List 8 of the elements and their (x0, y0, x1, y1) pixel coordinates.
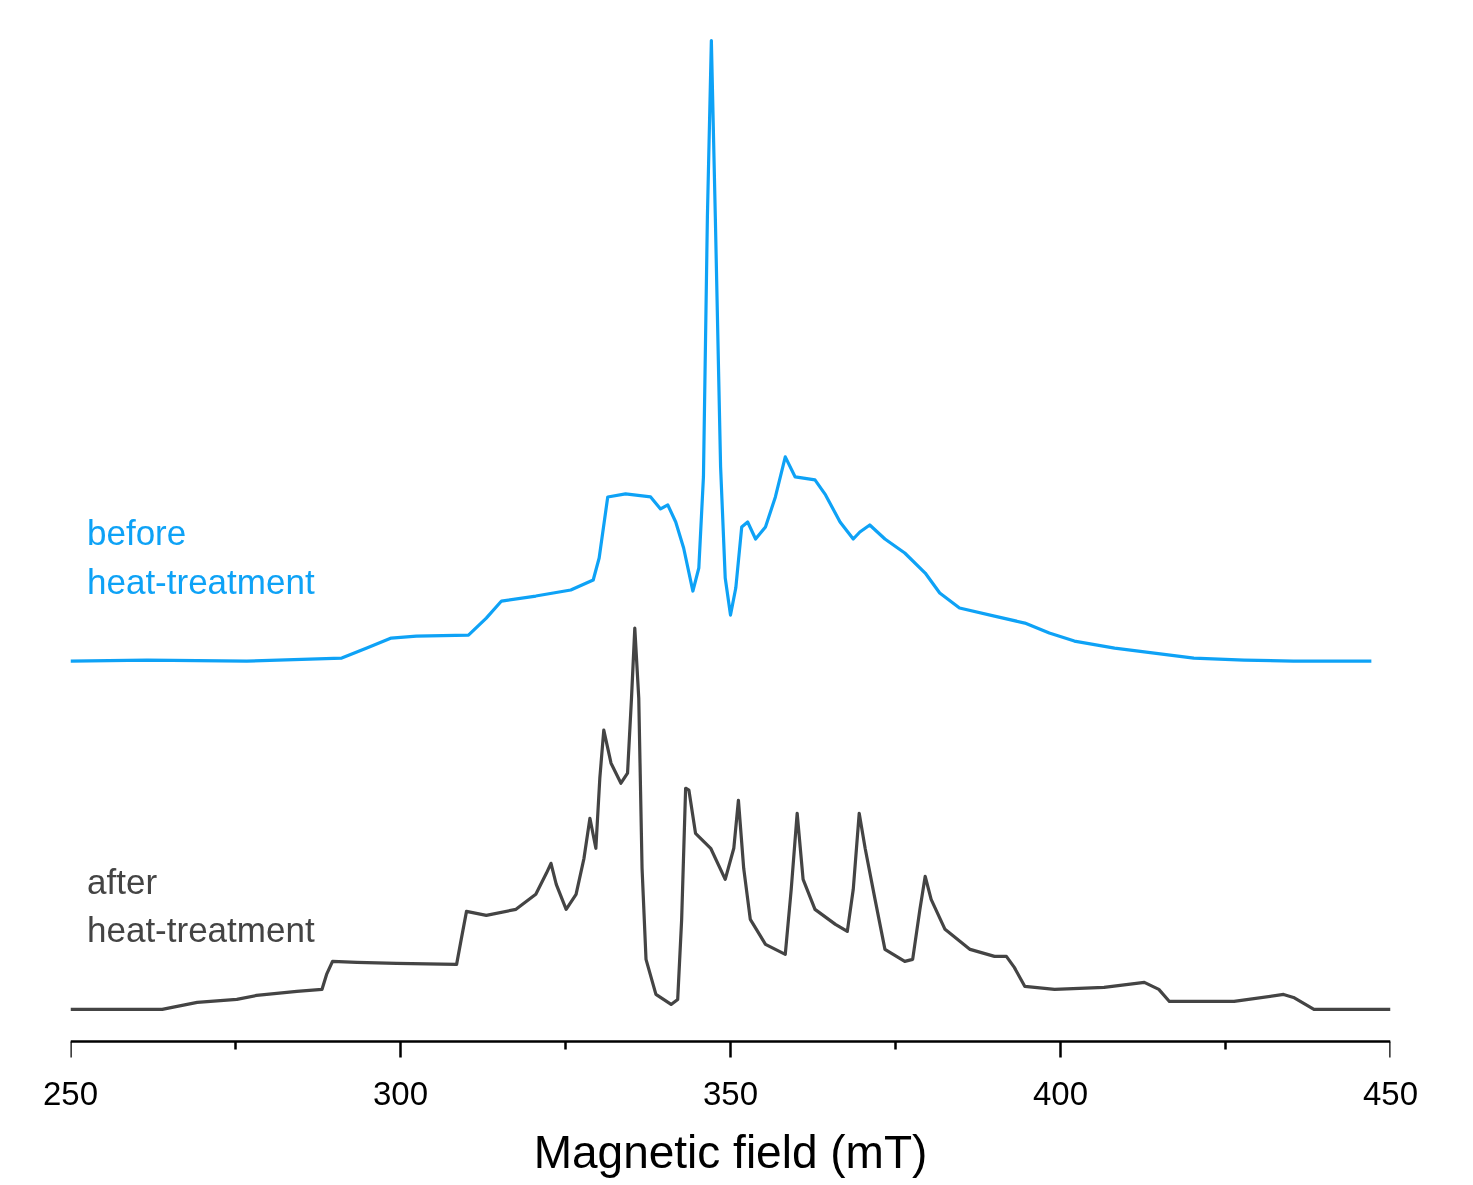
x-tick-label: 450 (1362, 1074, 1419, 1112)
series-label: after heat-treatment (87, 861, 315, 950)
x-tick-label: 350 (702, 1074, 759, 1112)
x-tick-label: 300 (372, 1074, 429, 1112)
x-tick-label: 400 (1032, 1074, 1089, 1112)
x-axis-title: Magnetic field (mT) (533, 1125, 928, 1178)
x-tick-label: 250 (42, 1074, 99, 1112)
series-label: before heat-treatment (87, 513, 315, 602)
